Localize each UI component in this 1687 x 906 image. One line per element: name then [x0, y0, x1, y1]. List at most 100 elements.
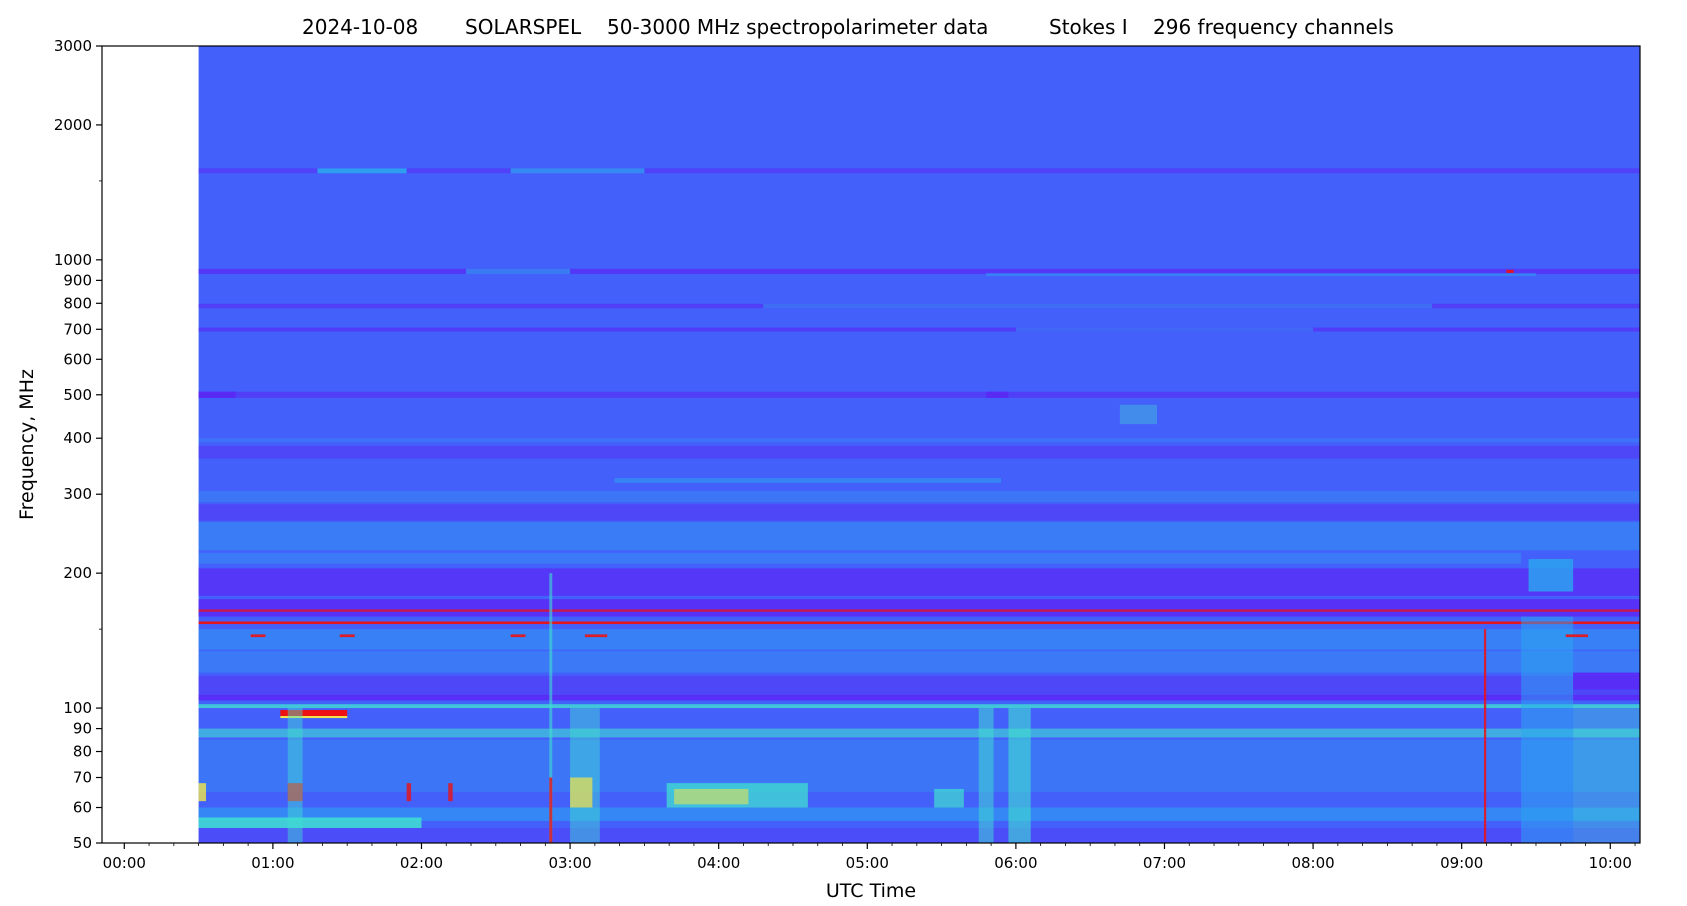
heatmap-band — [198, 828, 1641, 843]
heatmap-background — [198, 46, 1641, 843]
y-tick-label: 400 — [63, 429, 92, 447]
heatmap-band — [1483, 629, 1487, 843]
heatmap-band — [1506, 269, 1514, 273]
heatmap-band — [287, 708, 303, 843]
x-tick-label: 07:00 — [1143, 854, 1186, 872]
heatmap-band — [198, 327, 1641, 332]
heatmap-band — [1565, 634, 1588, 638]
heatmap-band — [1528, 559, 1574, 592]
heatmap-band — [198, 783, 207, 802]
heatmap-band — [198, 303, 1641, 309]
title-part: SOLARSPEL — [465, 15, 582, 39]
heatmap-band — [317, 168, 407, 174]
y-tick-label: 800 — [63, 294, 92, 312]
heatmap-band — [198, 629, 1641, 650]
heatmap-band — [510, 168, 645, 174]
x-tick-label: 06:00 — [994, 854, 1037, 872]
heatmap-band — [198, 817, 422, 829]
heatmap-band — [549, 573, 553, 843]
heatmap-band — [198, 599, 1641, 617]
y-tick-label: 700 — [63, 320, 92, 338]
heatmap-band — [198, 391, 236, 398]
heatmap-band — [280, 716, 348, 719]
x-tick-label: 09:00 — [1440, 854, 1483, 872]
heatmap-band — [1573, 708, 1640, 843]
heatmap-band — [198, 739, 1641, 792]
y-tick-label: 600 — [63, 350, 92, 368]
title-part: 2024-10-08 — [302, 15, 418, 39]
heatmap-band — [198, 268, 1641, 274]
heatmap-band — [510, 634, 526, 638]
heatmap-band — [198, 504, 1641, 521]
x-tick-label: 04:00 — [697, 854, 740, 872]
heatmap-area — [198, 46, 1641, 843]
y-tick-label: 50 — [73, 834, 92, 852]
heatmap-band — [570, 708, 600, 843]
y-tick-label: 60 — [73, 799, 92, 817]
heatmap-band — [1521, 616, 1574, 843]
plot-frame — [101, 45, 1641, 844]
x-axis-label: UTC Time — [826, 880, 916, 902]
heatmap-band — [198, 728, 1641, 738]
y-tick-label: 90 — [73, 720, 92, 738]
heatmap-band — [466, 268, 571, 274]
heatmap-band — [549, 777, 553, 843]
heatmap-band — [250, 634, 266, 638]
heatmap-band — [1573, 672, 1640, 690]
heatmap-band — [198, 445, 1641, 459]
title-part: 296 frequency channels — [1153, 15, 1394, 39]
heatmap-band — [198, 568, 1641, 596]
y-tick-label: 70 — [73, 769, 92, 787]
x-axis: 00:00 01:00 02:00 03:00 04:00 05:00 06:00 07:00… — [103, 843, 1636, 872]
heatmap-band — [198, 552, 1522, 564]
heatmap-band — [198, 491, 1641, 503]
title-part: 50-3000 MHz spectropolarimeter data — [607, 15, 988, 39]
y-tick-label: 80 — [73, 743, 92, 761]
heatmap-band — [448, 783, 453, 802]
heatmap-band — [570, 777, 593, 808]
heatmap-band — [198, 438, 1641, 443]
y-tick-label: 300 — [63, 485, 92, 503]
heatmap-band — [198, 168, 1641, 174]
heatmap-band — [198, 609, 1641, 612]
x-tick-label: 10:00 — [1589, 854, 1632, 872]
x-tick-label: 05:00 — [846, 854, 889, 872]
y-tick-label: 3000 — [54, 37, 92, 55]
heatmap-band — [198, 391, 1641, 398]
heatmap-band — [1015, 327, 1314, 332]
heatmap-band — [280, 710, 348, 717]
x-tick-label: 00:00 — [103, 854, 146, 872]
heatmap-band — [934, 788, 964, 808]
heatmap-band — [1119, 404, 1158, 425]
heatmap-band — [339, 634, 355, 638]
heatmap-band — [674, 788, 749, 805]
heatmap-band — [287, 783, 303, 802]
heatmap-band — [978, 708, 994, 843]
heatmap-band — [198, 675, 1641, 697]
y-axis: 50 60 70 80 90 100 200 300 400 500 600 700 800 900 100… — [54, 37, 102, 852]
x-tick-label: 02:00 — [400, 854, 443, 872]
y-tick-label: 200 — [63, 564, 92, 582]
chart-title: 2024-10-08 SOLARSPEL 50-3000 MHz spectropo… — [302, 15, 1394, 39]
heatmap-band — [986, 391, 1009, 398]
heatmap-band — [584, 634, 608, 638]
heatmap-band — [614, 478, 1002, 483]
heatmap-band — [986, 272, 1536, 277]
heatmap-band — [1008, 708, 1031, 843]
y-tick-label: 2000 — [54, 116, 92, 134]
heatmap-band — [198, 807, 1641, 821]
x-tick-label: 01:00 — [251, 854, 294, 872]
y-tick-label: 900 — [63, 271, 92, 289]
heatmap-band — [198, 522, 1641, 551]
heatmap-band — [198, 651, 1641, 673]
heatmap-band — [198, 621, 1641, 625]
y-tick-label: 100 — [63, 699, 92, 717]
y-tick-label: 1000 — [54, 251, 92, 269]
y-axis-label: Frequency, MHz — [16, 369, 38, 520]
title-part: Stokes I — [1049, 15, 1128, 39]
x-tick-label: 03:00 — [548, 854, 591, 872]
heatmap-band — [406, 783, 412, 802]
x-tick-label: 08:00 — [1291, 854, 1334, 872]
heatmap-band — [763, 303, 1432, 309]
